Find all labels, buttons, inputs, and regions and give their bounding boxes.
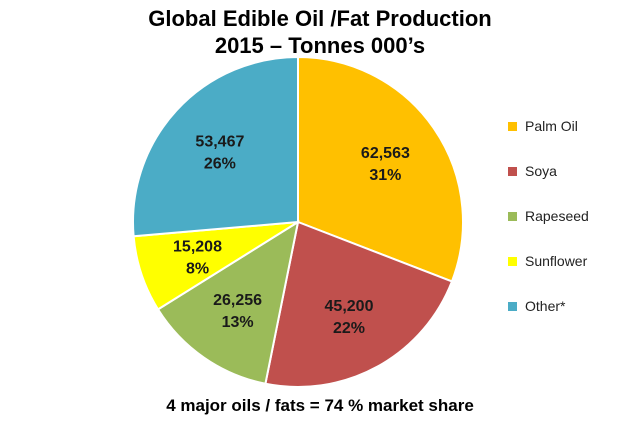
chart-title-line-2: 2015 – Tonnes 000’s — [214, 33, 426, 58]
legend: Palm Oil Soya Rapeseed Sunflower Other* — [508, 116, 589, 341]
pie-slice-rapeseed — [156, 219, 300, 385]
legend-label-palm-oil: Palm Oil — [525, 118, 578, 134]
legend-swatch-rapeseed — [508, 211, 517, 221]
pie-slice-palm-oil — [297, 55, 464, 283]
legend-label-sunflower: Sunflower — [525, 253, 588, 269]
legend-label-soya: Soya — [525, 163, 557, 179]
slice-percent-label-rapeseed: 13% — [222, 314, 254, 331]
pie-slice-other — [132, 55, 299, 238]
legend-item-rapeseed: Rapeseed — [508, 206, 589, 226]
chart-title-line-1: Global Edible Oil /Fat Production — [148, 6, 492, 31]
legend-item-palm-oil: Palm Oil — [508, 116, 589, 136]
legend-label-rapeseed: Rapeseed — [525, 208, 589, 224]
slice-percent-label-palm-oil: 31% — [369, 167, 401, 184]
slice-percent-label-soya: 22% — [333, 320, 365, 337]
legend-item-other: Other* — [508, 296, 589, 316]
legend-swatch-soya — [508, 166, 517, 176]
legend-swatch-palm-oil — [508, 121, 517, 131]
legend-swatch-other — [508, 301, 517, 311]
legend-label-other: Other* — [525, 298, 566, 314]
slice-percent-label-sunflower: 8% — [186, 261, 209, 278]
legend-item-soya: Soya — [508, 161, 589, 181]
slice-value-label-soya: 45,200 — [325, 298, 374, 315]
slice-value-label-other: 53,467 — [195, 133, 244, 150]
legend-swatch-sunflower — [508, 256, 517, 266]
chart-footer-note: 4 major oils / fats = 74 % market share — [166, 396, 474, 415]
legend-item-sunflower: Sunflower — [508, 251, 589, 271]
slice-value-label-rapeseed: 26,256 — [213, 292, 262, 309]
slice-value-label-sunflower: 15,208 — [173, 239, 222, 256]
slice-value-label-palm-oil: 62,563 — [361, 145, 410, 162]
slice-percent-label-other: 26% — [204, 155, 236, 172]
pie-slice-soya — [264, 220, 454, 388]
